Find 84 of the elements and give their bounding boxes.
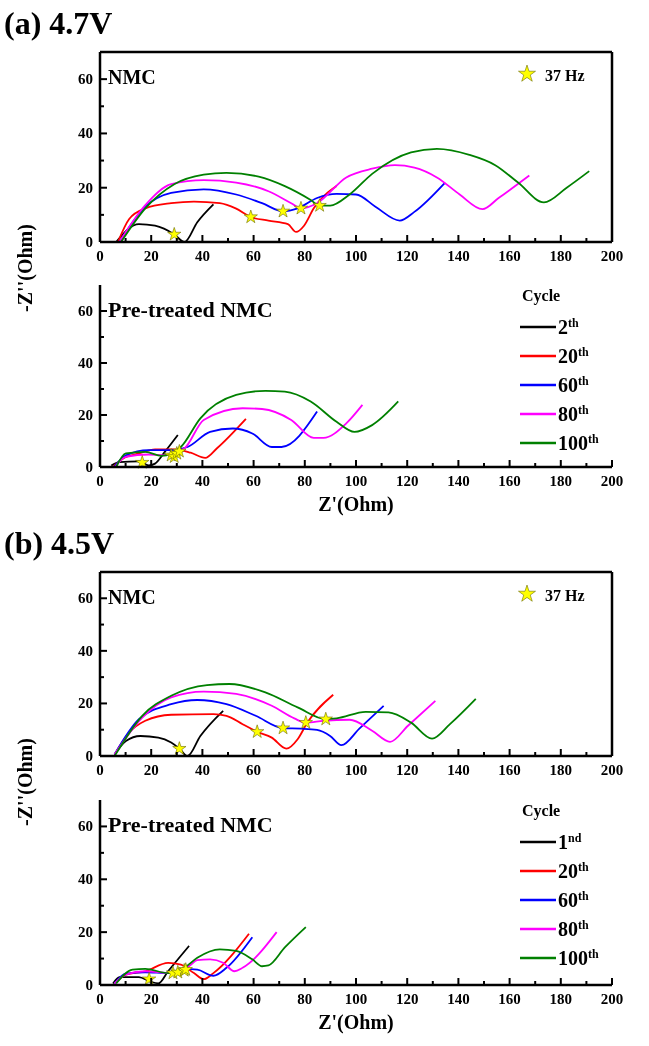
y-tick-label: 40 — [78, 642, 93, 659]
x-tick-label: 80 — [297, 991, 313, 1007]
legend-label: 100$^{th}$ — [558, 432, 599, 454]
x-tick-label: 0 — [96, 762, 104, 778]
y-tick-label: 0 — [85, 234, 93, 250]
x-tick-label: 60 — [246, 762, 262, 778]
x-tick-label: 100 — [344, 473, 368, 489]
x-tick-label: 40 — [194, 473, 210, 489]
legend-title: Cycle — [522, 287, 561, 305]
legend-label: 100$^{th}$ — [558, 947, 599, 969]
chart-title: (a) 4.7V — [4, 5, 113, 41]
x-tick-label: 140 — [447, 248, 470, 264]
chart-title: (b) 4.5V — [4, 525, 115, 561]
x-tick-label: 100 — [344, 762, 368, 778]
y-tick-label: 60 — [78, 71, 93, 88]
x-tick-label: 180 — [549, 762, 573, 778]
x-tick-label: 80 — [297, 473, 313, 489]
annotation: NMC — [108, 66, 156, 88]
x-tick-label: 80 — [297, 762, 313, 778]
legend-label: 20$^{th}$ — [558, 345, 589, 367]
x-tick-label: 0 — [96, 991, 104, 1007]
y-tick-label: 0 — [85, 748, 93, 764]
x-tick-label: 100 — [344, 991, 368, 1007]
y-axis-title: -Z''(Ohm) — [14, 224, 37, 312]
legend-label: 80$^{th}$ — [558, 918, 589, 940]
y-tick-label: 60 — [78, 590, 93, 607]
y-tick-label: 40 — [78, 355, 93, 371]
y-tick-label: 0 — [85, 977, 93, 993]
x-tick-label: 60 — [246, 248, 262, 264]
x-tick-label: 180 — [549, 991, 573, 1007]
x-tick-label: 140 — [447, 762, 470, 778]
legend-label: 80$^{th}$ — [558, 403, 589, 425]
y-tick-label: 20 — [78, 695, 93, 712]
x-tick-label: 100 — [344, 248, 368, 264]
x-tick-label: 0 — [96, 248, 104, 264]
legend-label: 37 Hz — [545, 587, 585, 604]
y-tick-label: 20 — [78, 179, 93, 196]
x-tick-label: 40 — [194, 762, 210, 778]
x-tick-label: 200 — [600, 991, 624, 1007]
x-tick-label: 60 — [246, 473, 262, 489]
x-tick-label: 180 — [549, 248, 573, 264]
x-tick-label: 200 — [600, 762, 624, 778]
y-tick-label: 20 — [78, 407, 93, 423]
x-tick-label: 60 — [246, 991, 262, 1007]
x-axis-title: Z'(Ohm) — [318, 493, 394, 516]
x-tick-label: 40 — [194, 248, 210, 264]
y-tick-label: 20 — [78, 924, 93, 941]
annotation: NMC — [108, 586, 156, 608]
y-tick-label: 40 — [78, 125, 93, 142]
y-axis-title: -Z''(Ohm) — [14, 738, 37, 826]
x-tick-label: 140 — [447, 991, 470, 1007]
x-tick-label: 160 — [498, 473, 521, 489]
x-tick-label: 80 — [297, 248, 313, 264]
legend-label: 1$^{nd}$ — [558, 831, 582, 853]
x-tick-label: 140 — [447, 473, 470, 489]
y-tick-label: 60 — [78, 303, 93, 319]
x-tick-label: 20 — [143, 473, 159, 489]
annotation: Pre-treated NMC — [108, 297, 273, 322]
x-axis-title: Z'(Ohm) — [318, 1011, 394, 1034]
x-tick-label: 200 — [600, 248, 624, 264]
legend-label: 2$^{th}$ — [558, 316, 579, 338]
x-tick-label: 20 — [143, 248, 159, 264]
y-tick-label: 60 — [78, 818, 93, 835]
x-tick-label: 160 — [498, 248, 521, 264]
x-tick-label: 200 — [600, 473, 624, 489]
x-tick-label: 180 — [549, 473, 573, 489]
x-tick-label: 160 — [498, 762, 521, 778]
annotation: Pre-treated NMC — [108, 812, 273, 837]
x-tick-label: 20 — [143, 991, 159, 1007]
x-tick-label: 120 — [395, 762, 419, 778]
x-tick-label: 160 — [498, 991, 521, 1007]
x-tick-label: 40 — [194, 991, 210, 1007]
legend-label: 60$^{th}$ — [558, 889, 589, 911]
x-tick-label: 20 — [143, 762, 159, 778]
x-tick-label: 120 — [395, 248, 419, 264]
x-tick-label: 120 — [395, 473, 419, 489]
x-tick-label: 0 — [96, 473, 104, 489]
legend-label: 20$^{th}$ — [558, 860, 589, 882]
legend-label: 37 Hz — [545, 67, 585, 84]
legend-title: Cycle — [522, 802, 561, 820]
legend-label: 60$^{th}$ — [558, 374, 589, 396]
x-tick-label: 120 — [395, 991, 419, 1007]
y-tick-label: 0 — [85, 459, 93, 475]
y-tick-label: 40 — [78, 871, 93, 888]
